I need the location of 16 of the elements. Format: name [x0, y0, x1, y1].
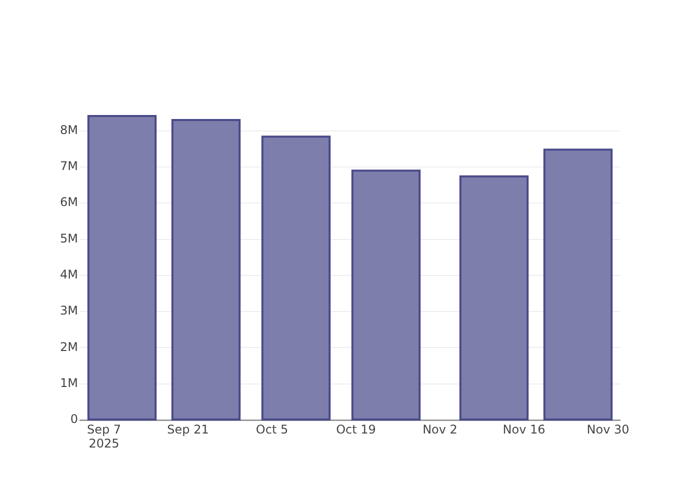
y-tick-label: 4M [60, 268, 78, 282]
x-tick-label: Nov 30 [586, 422, 630, 436]
y-tick-label: 5M [60, 231, 78, 246]
x-tick-label: Sep 7 2025 [86, 422, 122, 451]
x-tick-label: Nov 2 [422, 422, 458, 436]
y-tick-label: 2M [60, 340, 78, 354]
y-tick-label: 3M [60, 304, 78, 318]
y-tick-label: 6M [60, 195, 78, 210]
y-tick-label: 1M [60, 376, 78, 390]
x-tick-label: Sep 21 [167, 422, 209, 436]
y-tick-label: 7M [60, 159, 78, 174]
x-tick-label: Oct 19 [336, 422, 376, 436]
y-tick-label: 8M [60, 122, 78, 137]
x-tick-label: Oct 5 [256, 422, 288, 436]
y-tick-label: 0 [70, 412, 78, 426]
x-tick-label: Nov 16 [502, 422, 546, 436]
